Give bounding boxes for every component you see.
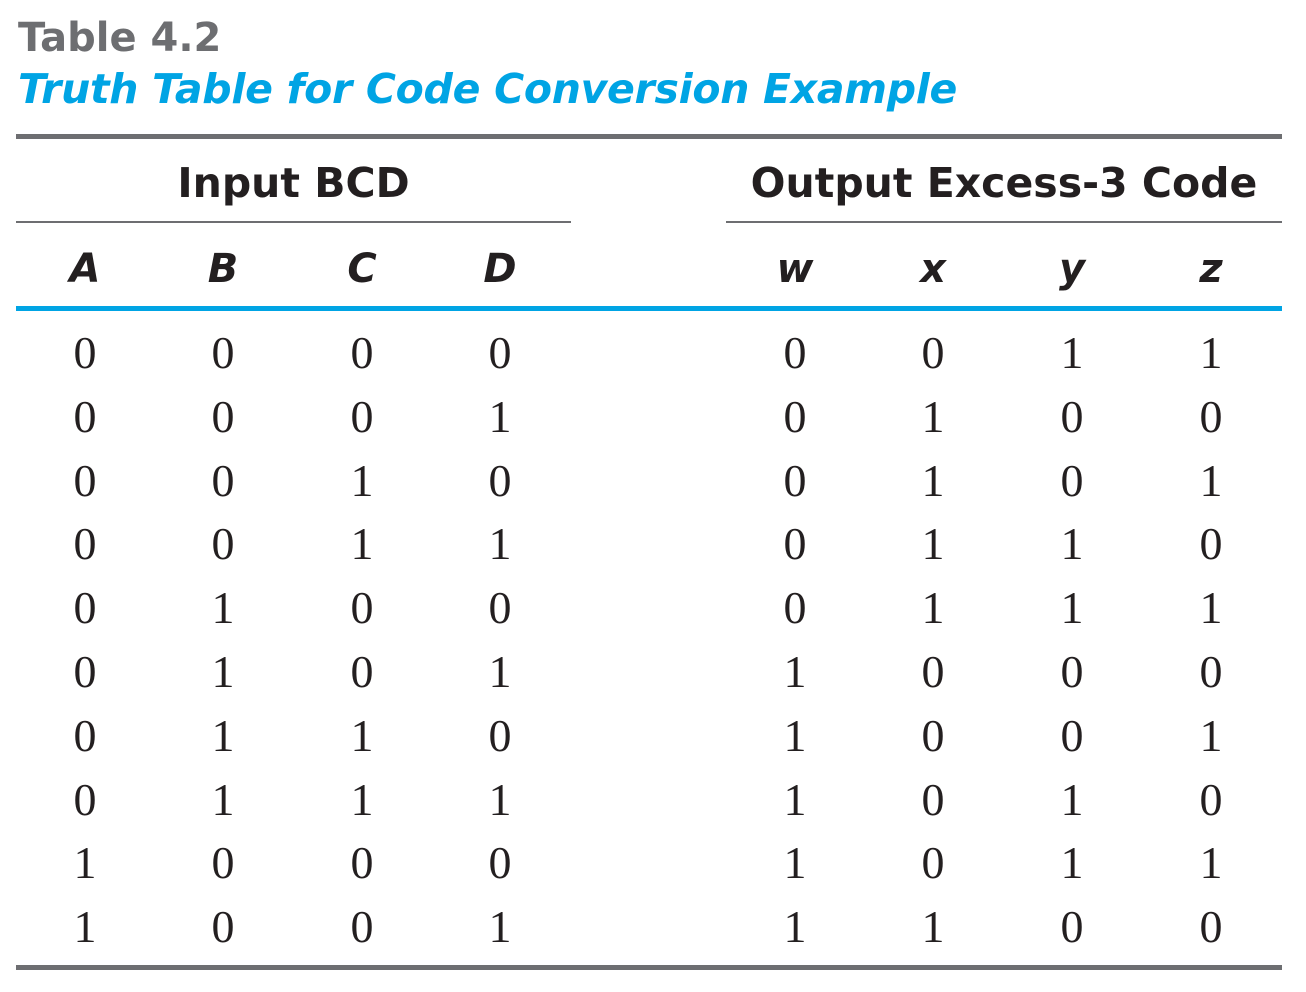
cell-r1-w: 0 [783,327,807,378]
cell-r2-y: 0 [1060,390,1084,442]
column-header-d: D [483,246,517,292]
cell-r10-x: 1 [921,901,945,953]
column-header-a: A [69,246,101,292]
cell-r7-b: 1 [211,709,235,761]
output-group-rule [726,221,1282,223]
bottom-rule [16,965,1282,970]
cell-r5-z: 1 [1199,582,1223,634]
cell-r1-z: 1 [1199,327,1223,378]
cell-r10-d: 1 [488,901,512,953]
cell-r2-b: 0 [211,390,235,442]
cell-r10-c: 0 [350,901,374,953]
cell-r6-y: 0 [1060,646,1084,697]
cell-r9-x: 0 [921,837,945,889]
cell-r9-c: 0 [350,837,374,889]
cell-r5-c: 0 [350,582,374,634]
cell-r7-z: 1 [1199,709,1223,761]
cell-r2-z: 0 [1199,390,1223,442]
cell-r8-c: 1 [350,773,374,825]
cell-r6-c: 0 [350,646,374,697]
cell-r10-a: 1 [73,901,97,953]
cell-r9-w: 1 [783,837,807,889]
cell-r5-x: 1 [921,582,945,634]
output-group-header: Output Excess-3 Code [750,159,1258,207]
cell-r9-y: 1 [1060,837,1084,889]
column-header-c: C [347,246,377,292]
cell-r5-a: 0 [73,582,97,634]
header-rule [16,306,1282,311]
cell-r7-c: 1 [350,709,374,761]
cell-r1-x: 0 [921,327,945,378]
cell-r5-y: 1 [1060,582,1084,634]
cell-r8-a: 0 [73,773,97,825]
column-header-w: w [776,246,814,292]
cell-r4-d: 1 [488,518,512,570]
cell-r3-y: 0 [1060,454,1084,506]
cell-r1-y: 1 [1060,327,1084,378]
cell-r8-z: 0 [1199,773,1223,825]
column-header-z: z [1199,246,1223,292]
cell-r4-b: 0 [211,518,235,570]
cell-r7-d: 0 [488,709,512,761]
cell-r6-z: 0 [1199,646,1223,697]
cell-r7-y: 0 [1060,709,1084,761]
top-rule [16,134,1282,139]
cell-r3-d: 0 [488,454,512,506]
input-group-header: Input BCD [177,159,410,207]
cell-r5-w: 0 [783,582,807,634]
cell-r1-a: 0 [73,327,97,378]
cell-r8-d: 1 [488,773,512,825]
cell-r9-z: 1 [1199,837,1223,889]
cell-r8-x: 0 [921,773,945,825]
cell-r3-a: 0 [73,454,97,506]
table-label: Table 4.2 [18,15,222,61]
column-header-y: y [1058,246,1086,292]
cell-r3-c: 1 [350,454,374,506]
cell-r4-a: 0 [73,518,97,570]
cell-r4-w: 0 [783,518,807,570]
cell-r10-w: 1 [783,901,807,953]
cell-r5-b: 1 [211,582,235,634]
table-caption: Truth Table for Code Conversion Example [18,65,958,113]
cell-r4-c: 1 [350,518,374,570]
cell-r10-y: 0 [1060,901,1084,953]
cell-r6-a: 0 [73,646,97,697]
cell-r9-b: 0 [211,837,235,889]
cell-r9-d: 0 [488,837,512,889]
cell-r2-c: 0 [350,390,374,442]
cell-r5-d: 0 [488,582,512,634]
cell-r4-y: 1 [1060,518,1084,570]
cell-r10-z: 0 [1199,901,1223,953]
cell-r4-x: 1 [921,518,945,570]
cell-r7-x: 0 [921,709,945,761]
cell-r6-w: 1 [783,646,807,697]
cell-r2-x: 1 [921,390,945,442]
input-group-rule [16,221,571,223]
cell-r2-w: 0 [783,390,807,442]
cell-r1-c: 0 [350,327,374,378]
cell-r7-a: 0 [73,709,97,761]
column-header-b: B [207,246,239,292]
cell-r1-b: 0 [211,327,235,378]
cell-r3-x: 1 [921,454,945,506]
cell-r2-d: 1 [488,390,512,442]
cell-r9-a: 1 [73,837,97,889]
cell-r7-w: 1 [783,709,807,761]
column-header-x: x [920,246,946,292]
cell-r8-y: 1 [1060,773,1084,825]
cell-r4-z: 0 [1199,518,1223,570]
cell-r3-b: 0 [211,454,235,506]
cell-r3-w: 0 [783,454,807,506]
cell-r3-z: 1 [1199,454,1223,506]
cell-r6-d: 1 [488,646,512,697]
cell-r6-x: 0 [921,646,945,697]
cell-r6-b: 1 [211,646,235,697]
cell-r1-d: 0 [488,327,512,378]
cell-r8-b: 1 [211,773,235,825]
cell-r2-a: 0 [73,390,97,442]
cell-r8-w: 1 [783,773,807,825]
cell-r10-b: 0 [211,901,235,953]
